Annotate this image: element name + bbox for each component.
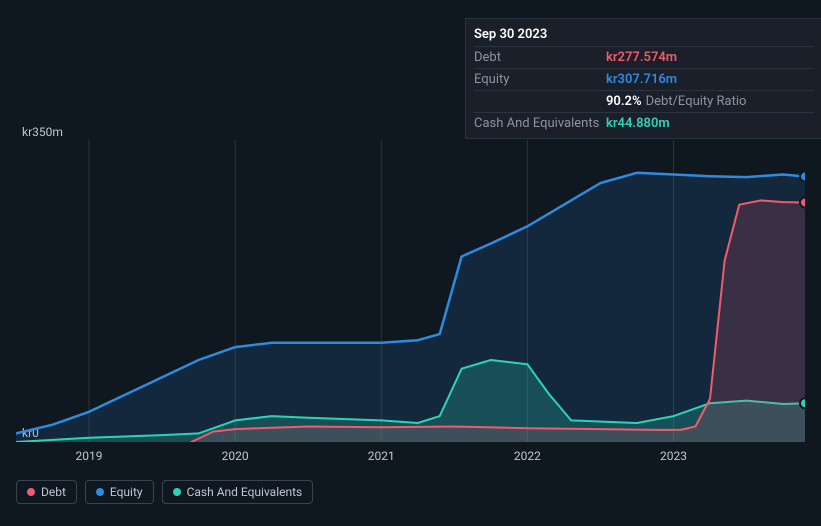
tooltip-row: Debtkr277.574m <box>474 46 814 68</box>
tooltip-row-value: kr307.716m <box>606 72 677 87</box>
series-marker-equity <box>800 171 805 181</box>
legend-item-debt[interactable]: Debt <box>16 480 77 504</box>
tooltip-row-value: 90.2%Debt/Equity Ratio <box>606 94 746 109</box>
legend-label: Equity <box>110 485 143 499</box>
legend-item-cash-and-equivalents[interactable]: Cash And Equivalents <box>162 480 314 504</box>
series-marker-debt <box>800 197 805 207</box>
legend-dot <box>27 488 35 496</box>
legend: Debt Equity Cash And Equivalents <box>16 480 313 504</box>
series-area-equity <box>16 173 805 442</box>
tooltip-row-label: Debt <box>474 50 606 65</box>
legend-dot <box>173 488 181 496</box>
tooltip-row-label: Cash And Equivalents <box>474 116 606 131</box>
x-axis-tick: 2023 <box>660 449 687 463</box>
tooltip-row: Cash And Equivalentskr44.880m <box>474 112 814 134</box>
tooltip-row-label <box>474 94 606 109</box>
x-axis-tick: 2019 <box>76 449 103 463</box>
tooltip: Sep 30 2023 Debtkr277.574mEquitykr307.71… <box>465 18 821 139</box>
x-axis-labels: 2019 2020 2021 2022 2023 <box>0 449 821 469</box>
y-axis-label: kr350m <box>22 125 63 139</box>
tooltip-row-label: Equity <box>474 72 606 87</box>
x-axis-tick: 2021 <box>368 449 395 463</box>
legend-dot <box>96 488 104 496</box>
x-axis-tick: 2022 <box>514 449 541 463</box>
legend-label: Debt <box>41 485 66 499</box>
tooltip-row: Equitykr307.716m <box>474 68 814 90</box>
x-axis-tick: 2020 <box>222 449 249 463</box>
tooltip-date: Sep 30 2023 <box>474 25 814 46</box>
tooltip-row-value: kr277.574m <box>606 50 677 65</box>
tooltip-row-value: kr44.880m <box>606 116 670 131</box>
tooltip-row: 90.2%Debt/Equity Ratio <box>474 90 814 112</box>
chart-area <box>16 140 805 442</box>
legend-item-equity[interactable]: Equity <box>85 480 154 504</box>
legend-label: Cash And Equivalents <box>187 485 303 499</box>
series-marker-cash-and-equivalents <box>800 398 805 408</box>
